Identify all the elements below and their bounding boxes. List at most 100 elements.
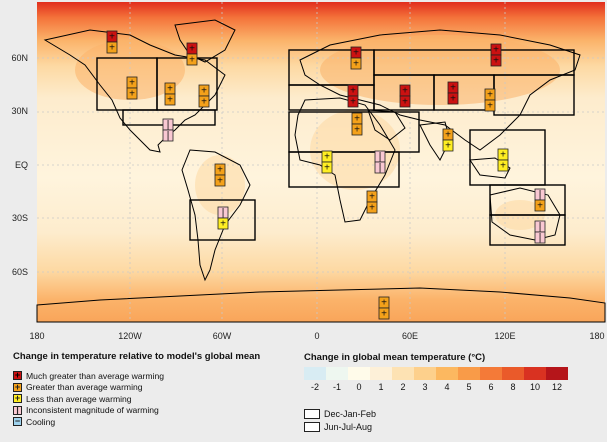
scale-swatch: [392, 367, 414, 380]
scale-tick-label: 6: [488, 382, 494, 392]
scale-tick-label: 5: [466, 382, 472, 392]
region-marker-symbol: |: [167, 131, 170, 142]
region-marker-symbol: +: [217, 165, 223, 176]
south-america: [181, 149, 251, 282]
scale-tick-label: -2: [310, 382, 319, 392]
region-marker-box: [490, 54, 502, 67]
region-marker-symbol: +: [445, 141, 451, 152]
region-marker-symbol: |: [379, 163, 382, 174]
region-marker-symbol: +: [324, 152, 330, 163]
region-marker-box: [378, 307, 390, 320]
region-marker-box: [162, 129, 174, 142]
color-scale-labels: -2 -1 0 1 2 3 4 5 6 8 10 12: [304, 382, 568, 392]
region-marker-box: [186, 53, 198, 66]
region-marker-symbol: +: [500, 161, 506, 172]
region-marker-box: [126, 87, 138, 100]
region-marker-box: [534, 199, 546, 212]
region-marker-symbol: +: [220, 219, 226, 230]
region-marker-symbol: +: [201, 97, 207, 108]
legend-item: − Cooling: [13, 416, 55, 427]
region-marker-symbol: +: [350, 97, 356, 108]
lon-label-60e: 60E: [401, 331, 418, 341]
region-marker-box: [321, 161, 333, 174]
africa: [294, 97, 396, 223]
region-marker-box: [198, 95, 210, 108]
scale-swatch: [326, 367, 348, 380]
scale-swatch: [304, 367, 326, 380]
lat-label-eq: EQ: [14, 160, 28, 170]
legend-label: Much greater than average warming: [26, 370, 165, 381]
region-marker-box: [399, 95, 411, 108]
lat-label-30n: 30N: [11, 106, 28, 116]
scale-tick-label: -1: [332, 382, 341, 392]
scale-swatch: [502, 367, 524, 380]
region-marker-symbol: +: [167, 84, 173, 95]
region-marker-symbol: +: [354, 114, 360, 125]
region-marker-symbol: +: [450, 83, 456, 94]
legend-item: + Greater than average warming: [13, 382, 143, 393]
region-marker-box: [106, 41, 118, 54]
scale-swatch: [370, 367, 392, 380]
scale-tick-label: 4: [444, 382, 450, 392]
season-djf-label: Dec-Jan-Feb: [324, 408, 377, 419]
scale-tick-label: 12: [551, 382, 562, 392]
region-marker-symbol: +: [354, 125, 360, 136]
scale-tick-label: 1: [378, 382, 384, 392]
scale-swatch: [458, 367, 480, 380]
scale-tick-label: 8: [510, 382, 516, 392]
region-marker-symbol: +: [350, 86, 356, 97]
region-marker-symbol: +: [129, 78, 135, 89]
region-marker-box: [217, 217, 229, 230]
legend-label: Inconsistent magnitude of warming: [26, 405, 159, 415]
region-marker-symbol: +: [493, 45, 499, 56]
region-marker-symbol: +: [201, 86, 207, 97]
scale-tick-label: 0: [356, 382, 362, 392]
region-marker-box: [484, 99, 496, 112]
scale-swatch: [546, 367, 568, 380]
region-marker-symbol: +: [324, 163, 330, 174]
region-marker-box: [447, 92, 459, 105]
region-marker-symbol: +: [369, 192, 375, 203]
region-marker-box: [497, 159, 509, 172]
scale-swatch: [414, 367, 436, 380]
region-marker-symbol: +: [487, 101, 493, 112]
region-marker-symbol: +: [381, 298, 387, 309]
legend-swatch: −: [13, 416, 22, 426]
legend-label: Cooling: [26, 416, 56, 427]
region-marker-symbol: +: [167, 95, 173, 106]
australia: [489, 187, 561, 241]
region-marker-symbol: +: [381, 309, 387, 320]
region-marker-symbol: +: [369, 203, 375, 214]
region-boundaries: [96, 49, 575, 246]
region-marker-symbol: |: [539, 233, 542, 244]
region-marker-box: [442, 139, 454, 152]
antarctica: [36, 287, 606, 323]
scale-tick-label: 3: [422, 382, 428, 392]
scale-swatch: [480, 367, 502, 380]
region-marker-symbol: +: [402, 97, 408, 108]
scale-swatch: [348, 367, 370, 380]
region-marker-box: [164, 93, 176, 106]
scale-title: Change in global mean temperature (°C): [304, 352, 486, 363]
region-marker-symbol: +: [217, 176, 223, 187]
legend-label: Less than average warming: [26, 393, 132, 404]
graticule: [37, 2, 605, 322]
legend-item: + Less than average warming: [13, 393, 132, 404]
legend-label: Greater than average warming: [26, 382, 143, 392]
region-marker-box: [366, 201, 378, 214]
region-marker-symbol: |: [222, 208, 225, 219]
region-marker-symbol: +: [500, 150, 506, 161]
lon-label-0: 0: [314, 331, 320, 341]
region-marker-symbol: +: [109, 32, 115, 43]
season-jja: Jun-Jul-Aug: [304, 421, 372, 432]
maritime-asia: [469, 157, 511, 179]
coastlines: [36, 19, 606, 323]
legend-swatch: +: [13, 393, 22, 403]
region-marker-box: [351, 123, 363, 136]
region-marker-symbol: +: [189, 44, 195, 55]
region-markers: ++++ ++++++||++|+++++++++||++++++++++++++…: [106, 30, 546, 320]
region-marker-symbol: +: [189, 55, 195, 66]
region-marker-box: [534, 231, 546, 244]
scale-tick-label: 2: [400, 382, 406, 392]
